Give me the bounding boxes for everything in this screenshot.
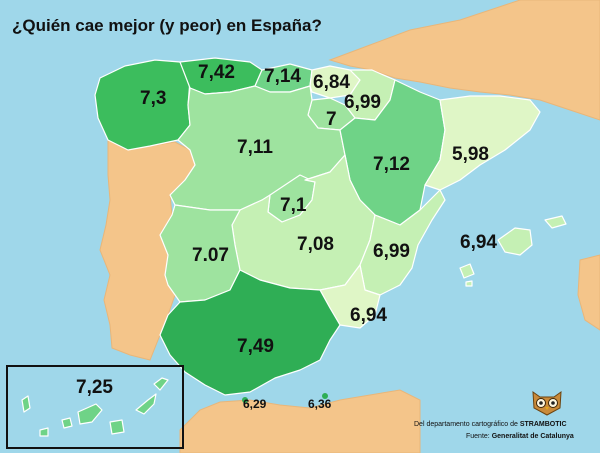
source-name: Generalitat de Catalunya — [491, 433, 574, 440]
canarias-fuerteventura — [135, 393, 157, 415]
label-baleares: 6,94 — [460, 232, 497, 253]
label-asturias: 7,42 — [198, 62, 235, 83]
strambotic-owl-icon — [532, 390, 562, 416]
credit-prefix: Del departamento cartográfico de — [414, 421, 518, 428]
region-baleares-ibiza — [459, 263, 475, 279]
region-andalucia — [159, 269, 341, 396]
label-cantabria: 7,14 — [264, 66, 301, 87]
sardinia-land — [577, 254, 600, 331]
label-castilla-leon: 7,11 — [237, 137, 273, 158]
label-la-rioja: 7 — [326, 109, 337, 130]
label-melilla: 6,36 — [308, 397, 332, 411]
label-valencia: 6,99 — [373, 241, 410, 262]
region-baleares-menorca — [544, 215, 567, 229]
label-canarias: 7,25 — [76, 377, 113, 398]
label-ceuta: 6,29 — [243, 397, 267, 411]
label-cataluna: 5,98 — [452, 144, 489, 165]
region-valencia — [359, 189, 446, 296]
label-galicia: 7,3 — [140, 88, 167, 109]
credit-line-1: Del departamento cartográfico de STRAMBO… — [414, 418, 574, 432]
region-baleares-formentera — [465, 280, 473, 287]
canarias-tenerife — [77, 403, 103, 425]
region-melilla — [322, 393, 328, 399]
canarias-el-hierro — [39, 427, 49, 437]
label-extremadura: 7.07 — [192, 245, 229, 266]
label-castilla-la-mancha: 7,08 — [297, 234, 334, 255]
label-navarra: 6,99 — [344, 92, 381, 113]
label-madrid: 7,1 — [280, 195, 307, 216]
region-cataluna — [424, 95, 541, 191]
label-pais-vasco: 6,84 — [313, 72, 350, 93]
region-ceuta — [242, 397, 248, 403]
source-prefix: Fuente: — [466, 433, 490, 440]
label-murcia: 6,94 — [350, 305, 387, 326]
morocco-land — [179, 389, 421, 453]
canarias-la-gomera — [61, 417, 73, 429]
canarias-lanzarote — [153, 377, 169, 391]
france-land — [328, 0, 600, 121]
credits: Del departamento cartográfico de STRAMBO… — [414, 418, 574, 442]
map-title: ¿Quién cae mejor (y peor) en España? — [12, 16, 322, 35]
canarias-la-palma — [21, 395, 31, 413]
label-aragon: 7,12 — [373, 154, 410, 175]
label-andalucia: 7,49 — [237, 336, 274, 357]
credit-line-2: Fuente: Generalitat de Catalunya — [414, 432, 574, 442]
canarias-gran-canaria — [109, 419, 125, 435]
canary-islands-inset-frame — [6, 365, 184, 449]
region-baleares-mallorca — [497, 227, 533, 256]
credit-brand: STRAMBOTIC — [519, 421, 567, 428]
